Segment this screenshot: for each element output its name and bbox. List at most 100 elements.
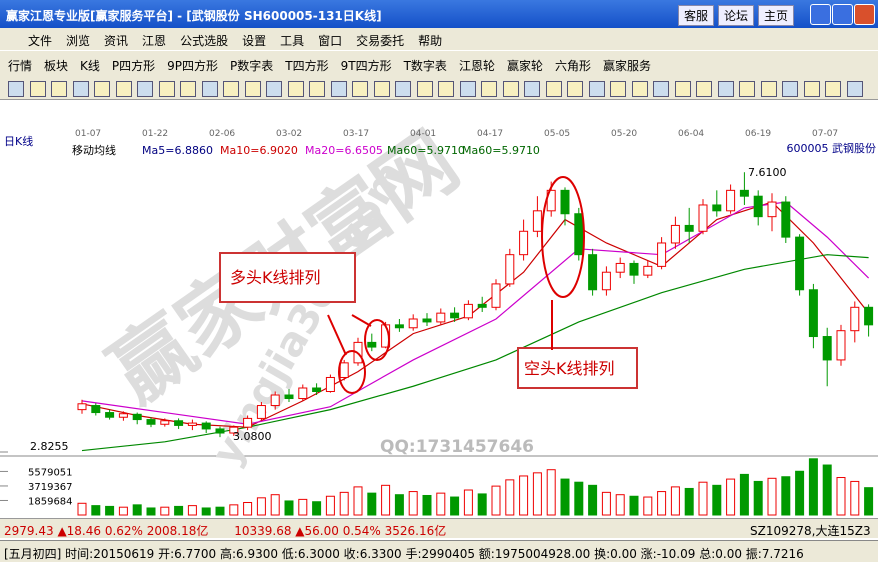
candle-body	[436, 312, 446, 323]
tool-button[interactable]: 9T四方形	[340, 59, 392, 73]
tool-icon[interactable]	[244, 81, 261, 97]
tool-icon[interactable]	[266, 81, 282, 97]
tool-button[interactable]: T数字表	[403, 59, 447, 73]
candle-body	[836, 330, 846, 361]
button[interactable]: 主页	[758, 5, 795, 26]
tool-icon[interactable]	[180, 81, 196, 97]
tool-button[interactable]: 板块	[44, 59, 69, 73]
maximize[interactable]	[832, 4, 853, 25]
tool-button[interactable]: 赢家轮	[506, 59, 543, 73]
tool-icon[interactable]	[94, 81, 110, 97]
title-bar: 赢家江恩专业版[赢家服务平台] - [武钢股份 SH600005-131日K线]…	[0, 0, 878, 28]
highlight	[338, 350, 366, 394]
tool-icon[interactable]	[158, 81, 175, 97]
menu-item[interactable]: 交易委托	[356, 34, 405, 48]
tool-button[interactable]: P四方形	[111, 59, 156, 73]
volume-bar	[684, 487, 694, 516]
tool-icon[interactable]	[438, 81, 454, 97]
menu-item[interactable]: 公式选股	[180, 34, 229, 48]
tool-button[interactable]: T四方形	[285, 59, 329, 73]
tool-icon[interactable]	[653, 81, 669, 97]
tool-icon[interactable]	[309, 81, 325, 97]
tool-icon[interactable]	[201, 81, 218, 97]
minimize[interactable]	[810, 4, 831, 25]
vol-tick-label: 5579051	[28, 467, 73, 478]
menu-item[interactable]: 窗口	[318, 34, 343, 48]
tool-icon[interactable]	[545, 81, 562, 97]
tool-icon[interactable]	[330, 81, 347, 97]
tool-icon[interactable]	[72, 81, 89, 97]
tool-icon[interactable]	[739, 81, 755, 97]
tool-icon[interactable]	[502, 81, 519, 97]
tool-icon[interactable]	[782, 81, 798, 97]
tool-icon[interactable]	[51, 81, 67, 97]
tool-icon[interactable]	[481, 81, 497, 97]
tool-button[interactable]: K线	[80, 59, 100, 73]
tool-icon[interactable]	[717, 81, 734, 97]
tool-button[interactable]: 江恩轮	[458, 59, 495, 73]
sh-index: 2979.43 ▲18.46 0.62% 2008.18亿	[4, 524, 209, 538]
button[interactable]: 论坛	[718, 5, 755, 26]
ma-label: Ma10=6.9020	[220, 144, 298, 157]
tool-icon[interactable]	[674, 81, 691, 97]
tool-icon[interactable]	[287, 81, 304, 97]
tool-icon[interactable]	[137, 81, 153, 97]
ma-label: Ma5=6.8860	[142, 144, 213, 157]
tool-button[interactable]: 六角形	[554, 59, 591, 73]
tool-icon[interactable]	[696, 81, 712, 97]
tool-icon[interactable]	[29, 81, 46, 97]
candle-body	[187, 422, 197, 426]
candle-body	[422, 318, 432, 323]
volume-bar	[836, 477, 846, 516]
ma-label: Ma20=6.6505	[305, 144, 383, 157]
indicator: 移动均线	[72, 143, 116, 157]
candle-body	[808, 289, 818, 338]
tool-icon[interactable]	[459, 81, 476, 97]
highlight	[541, 176, 585, 298]
ma-label: Ma60=5.9710	[387, 144, 465, 157]
tool-icon[interactable]	[846, 81, 863, 97]
menu-item[interactable]: 帮助	[418, 34, 443, 48]
tool-icon[interactable]	[8, 81, 24, 97]
tool-icon[interactable]	[825, 81, 841, 97]
menu-item[interactable]: 设置	[242, 34, 267, 48]
tool-icon[interactable]	[760, 81, 777, 97]
menu-item[interactable]: 工具	[280, 34, 305, 48]
candle-body	[657, 242, 667, 267]
tool-icon[interactable]	[395, 81, 411, 97]
candle-body	[132, 413, 142, 421]
arrow	[327, 314, 347, 356]
tool-icon[interactable]	[588, 81, 605, 97]
tool-icon[interactable]	[115, 81, 132, 97]
tool-icon[interactable]	[352, 81, 368, 97]
tool-button[interactable]: 赢家服务	[602, 59, 651, 73]
date-label: 07-07	[812, 129, 838, 139]
menu-item[interactable]: 文件	[28, 34, 53, 48]
date-label: 06-04	[678, 129, 704, 139]
volume-bar	[781, 476, 791, 516]
tool-icon[interactable]	[610, 81, 626, 97]
volume-bar	[394, 494, 404, 516]
menu-item[interactable]: 浏览	[66, 34, 91, 48]
tool-icon[interactable]	[524, 81, 540, 97]
button[interactable]: 客服	[678, 5, 715, 26]
tool-icon[interactable]	[373, 81, 390, 97]
tool-button[interactable]: P数字表	[230, 59, 274, 73]
candle-body	[174, 420, 184, 426]
tool-icon[interactable]	[567, 81, 583, 97]
volume-bar	[339, 491, 349, 516]
volume-bar	[312, 501, 322, 516]
tool-button[interactable]: 9P四方形	[167, 59, 219, 73]
menu-item[interactable]: 江恩	[142, 34, 167, 48]
date-label: 05-20	[611, 129, 637, 139]
tool-button[interactable]: 行情	[8, 59, 33, 73]
candle-body	[726, 189, 736, 212]
tool-icon[interactable]	[416, 81, 433, 97]
tool-icon[interactable]	[631, 81, 648, 97]
close[interactable]	[854, 4, 875, 25]
menu-item[interactable]: 资讯	[104, 34, 129, 48]
tool-icon[interactable]	[223, 81, 239, 97]
date-label: 04-17	[477, 129, 503, 139]
volume-bar	[243, 502, 253, 516]
tool-icon[interactable]	[803, 81, 820, 97]
